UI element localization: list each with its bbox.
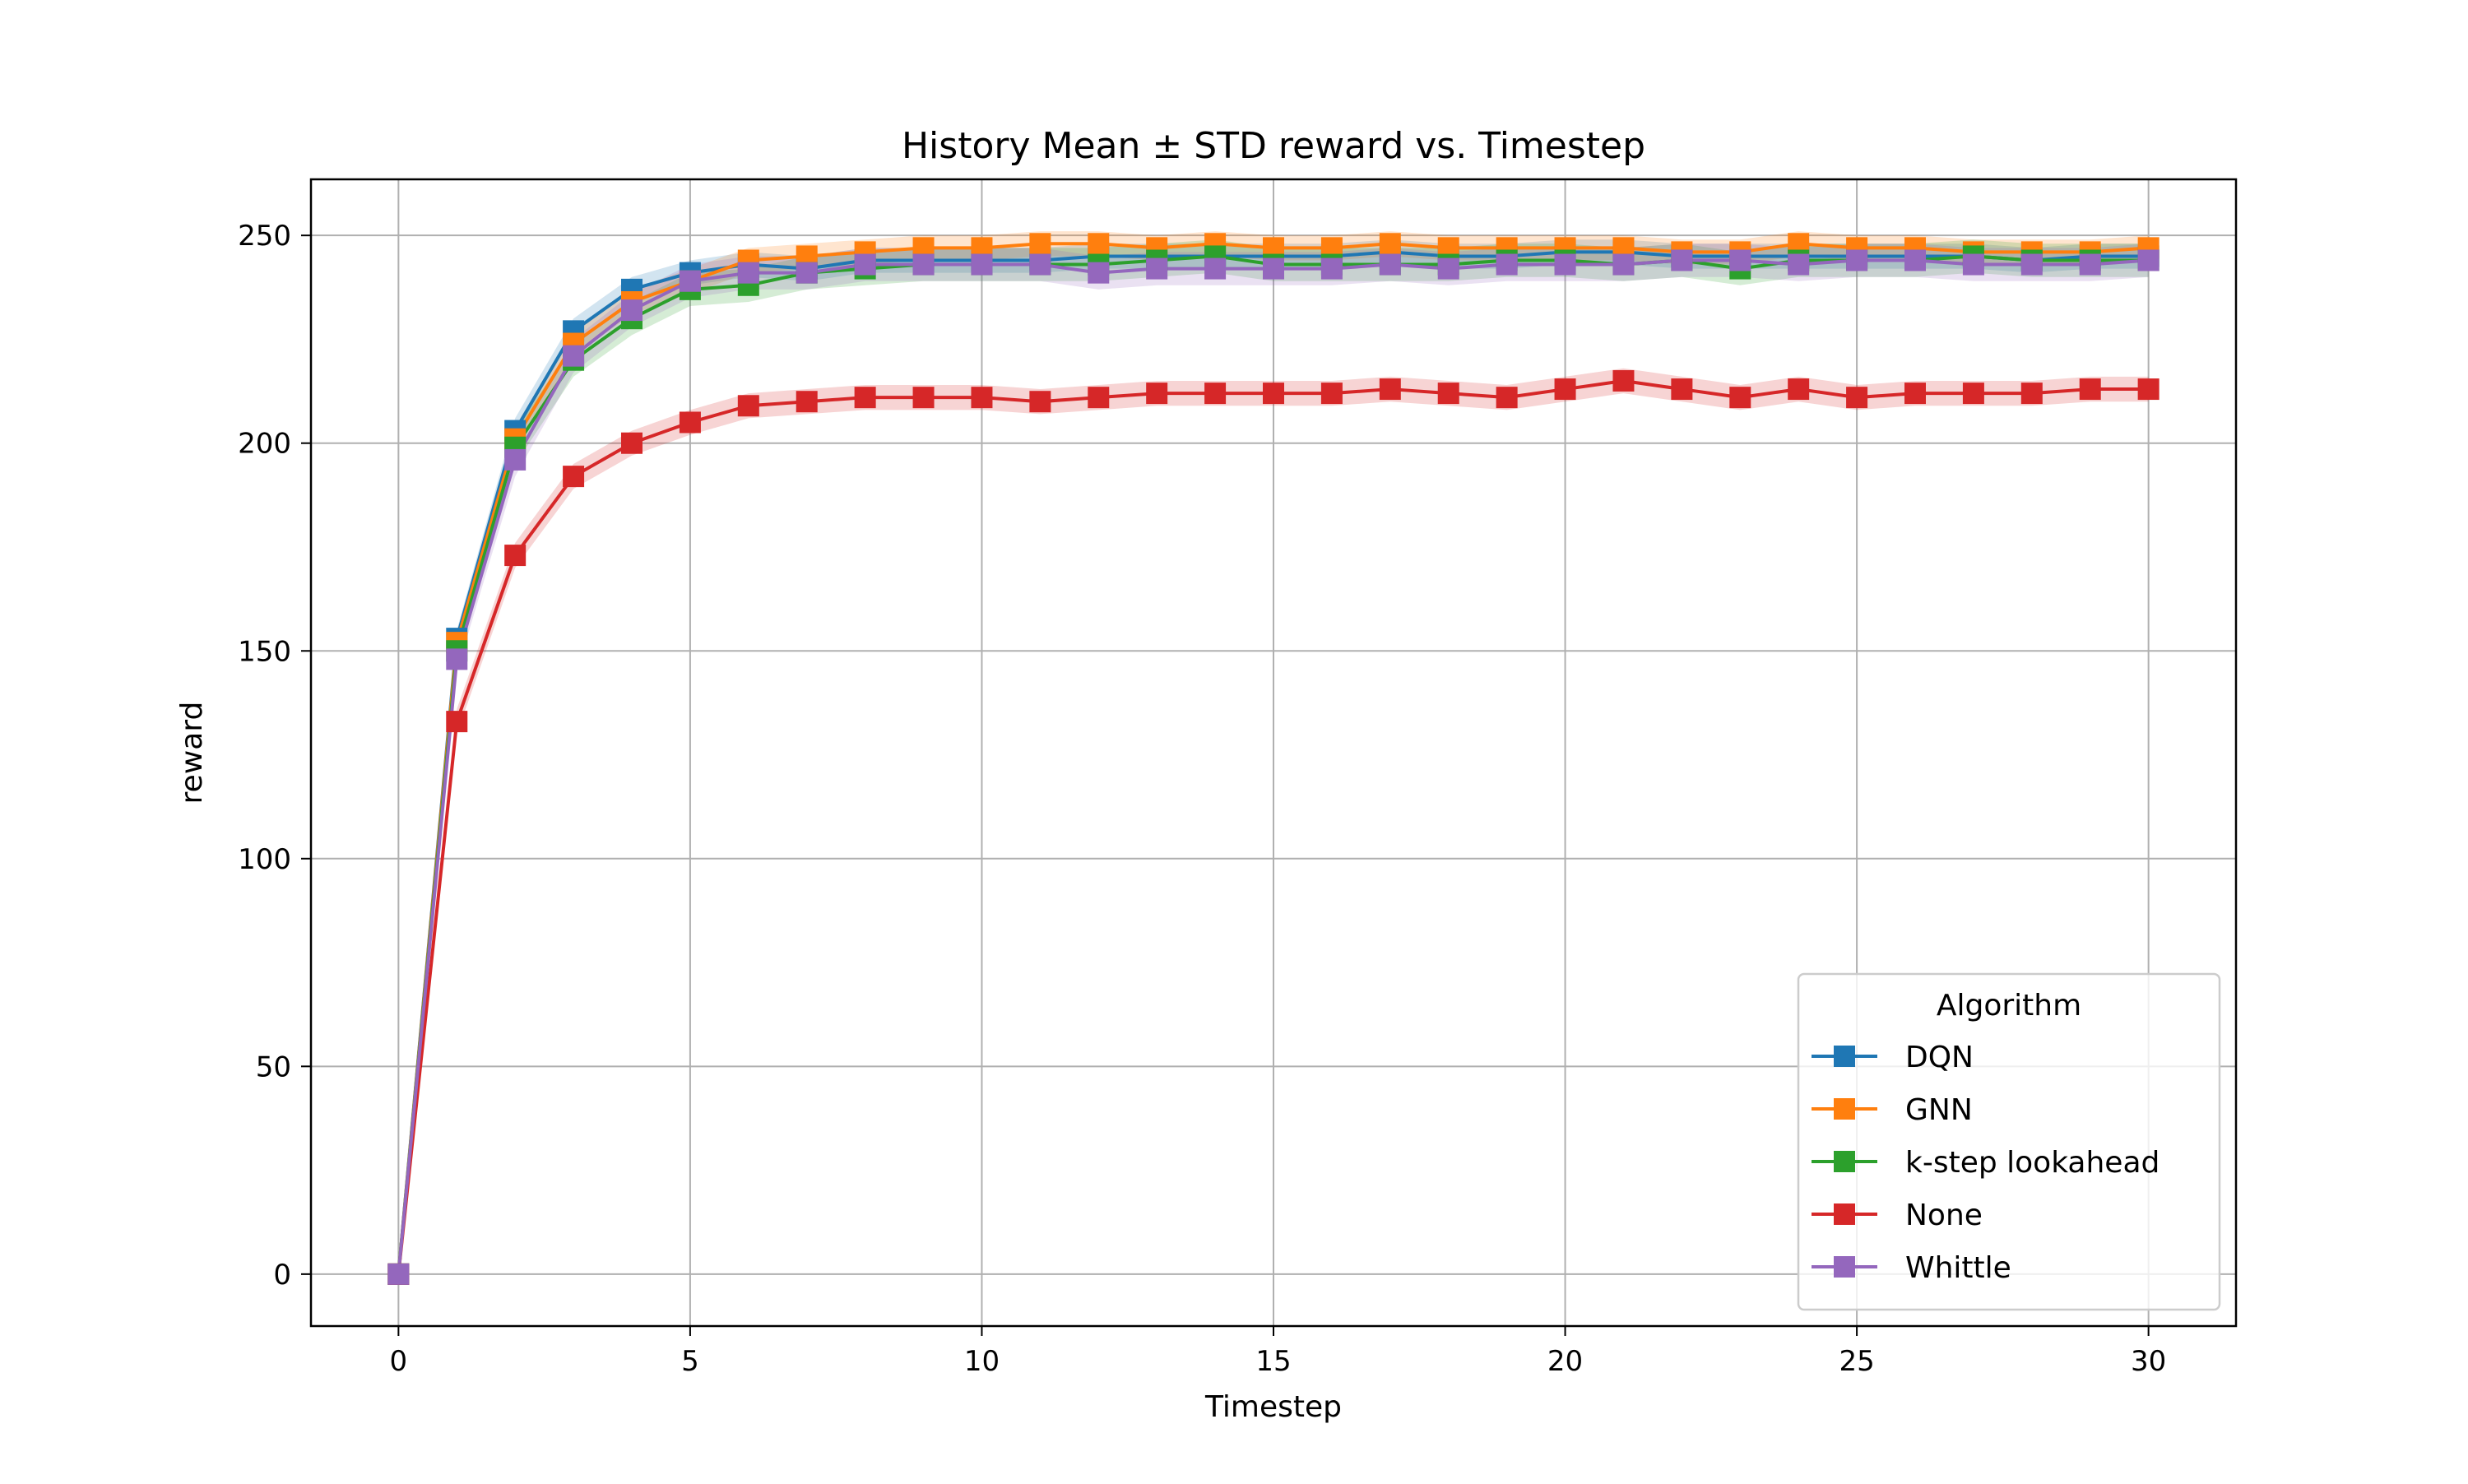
data-point	[1088, 262, 1110, 284]
data-point	[1379, 378, 1401, 401]
data-point	[2137, 378, 2160, 401]
x-tick-label: 10	[964, 1345, 1000, 1378]
data-point	[1962, 383, 1984, 405]
legend-swatch-marker	[1834, 1256, 1855, 1278]
data-point	[621, 432, 643, 454]
data-point	[2137, 249, 2160, 271]
data-point	[1904, 249, 1926, 271]
data-point	[1088, 387, 1110, 409]
series-markers	[387, 233, 2160, 1285]
data-point	[387, 1263, 410, 1285]
data-point	[504, 545, 527, 567]
data-point	[971, 253, 993, 276]
data-point	[1554, 253, 1576, 276]
data-point	[1729, 249, 1751, 271]
chart-title: History Mean ± STD reward vs. Timestep	[902, 125, 1645, 167]
data-point	[1788, 378, 1810, 401]
data-point	[1029, 233, 1051, 255]
data-point	[2020, 253, 2043, 276]
data-point	[737, 395, 759, 417]
axis-ticks: 0 5 10 15 20 25 30 0 50 100 150 200 250	[238, 220, 2166, 1378]
data-point	[621, 299, 643, 322]
data-point	[1088, 233, 1110, 255]
legend-label: DQN	[1905, 1041, 1974, 1074]
data-point	[854, 387, 876, 409]
data-point	[1671, 378, 1693, 401]
data-point	[971, 387, 993, 409]
y-tick-label: 50	[256, 1050, 291, 1083]
data-point	[1437, 257, 1459, 280]
y-tick-label: 200	[238, 428, 291, 461]
x-tick-label: 30	[2131, 1345, 2166, 1378]
data-point	[1204, 383, 1227, 405]
data-point	[1612, 253, 1635, 276]
x-tick-label: 25	[1839, 1345, 1874, 1378]
data-point	[504, 448, 527, 471]
y-axis-label: reward	[175, 702, 209, 805]
legend-box	[1797, 972, 2221, 1311]
legend-swatch-marker	[1834, 1203, 1855, 1225]
data-point	[446, 648, 468, 670]
legend-label: GNN	[1905, 1093, 1973, 1127]
data-point	[1379, 233, 1401, 255]
data-point	[912, 253, 935, 276]
x-tick-label: 0	[390, 1345, 408, 1378]
data-point	[1437, 383, 1459, 405]
data-point	[1846, 249, 1868, 271]
data-point	[1146, 257, 1168, 280]
data-point	[737, 262, 759, 284]
data-point	[1379, 253, 1401, 276]
x-tick-label: 15	[1255, 1345, 1291, 1378]
data-point	[2079, 378, 2101, 401]
x-tick-label: 5	[681, 1345, 699, 1378]
data-point	[912, 387, 935, 409]
data-point	[1904, 383, 1926, 405]
x-tick-label: 20	[1547, 1345, 1583, 1378]
data-point	[1612, 369, 1635, 392]
data-point	[446, 711, 468, 733]
data-point	[854, 253, 876, 276]
y-tick-label: 150	[238, 635, 291, 668]
data-point	[1729, 387, 1751, 409]
legend: Algorithm DQN GNN k-step lookahead None Whit…	[1797, 972, 2221, 1311]
data-point	[2079, 253, 2101, 276]
data-point	[1029, 253, 1051, 276]
data-point	[1496, 253, 1518, 276]
y-tick-label: 100	[238, 843, 291, 876]
data-point	[2020, 383, 2043, 405]
data-point	[1320, 257, 1343, 280]
data-point	[1788, 253, 1810, 276]
legend-swatch-marker	[1834, 1046, 1855, 1067]
data-point	[1496, 387, 1518, 409]
legend-title: Algorithm	[1937, 989, 2081, 1023]
data-point	[1320, 383, 1343, 405]
legend-label: None	[1905, 1199, 1983, 1232]
data-point	[1846, 387, 1868, 409]
data-point	[796, 262, 818, 284]
data-point	[679, 270, 701, 292]
data-point	[1204, 257, 1227, 280]
grid	[311, 179, 2236, 1326]
data-point	[1263, 257, 1284, 280]
y-tick-label: 250	[238, 220, 291, 253]
data-point	[1671, 249, 1693, 271]
data-point	[1146, 383, 1168, 405]
data-point	[1554, 378, 1576, 401]
data-point	[1962, 253, 1984, 276]
data-point	[679, 411, 701, 434]
data-point	[1263, 383, 1284, 405]
data-point	[563, 466, 585, 488]
x-axis-label: Timestep	[1204, 1390, 1342, 1424]
legend-label: Whittle	[1905, 1251, 2011, 1285]
legend-label: k-step lookahead	[1905, 1146, 2160, 1180]
data-point	[563, 345, 585, 367]
data-point	[796, 391, 818, 413]
y-tick-label: 0	[273, 1259, 291, 1292]
data-point	[1029, 391, 1051, 413]
legend-swatch-marker	[1834, 1151, 1855, 1172]
legend-swatch-marker	[1834, 1098, 1855, 1120]
